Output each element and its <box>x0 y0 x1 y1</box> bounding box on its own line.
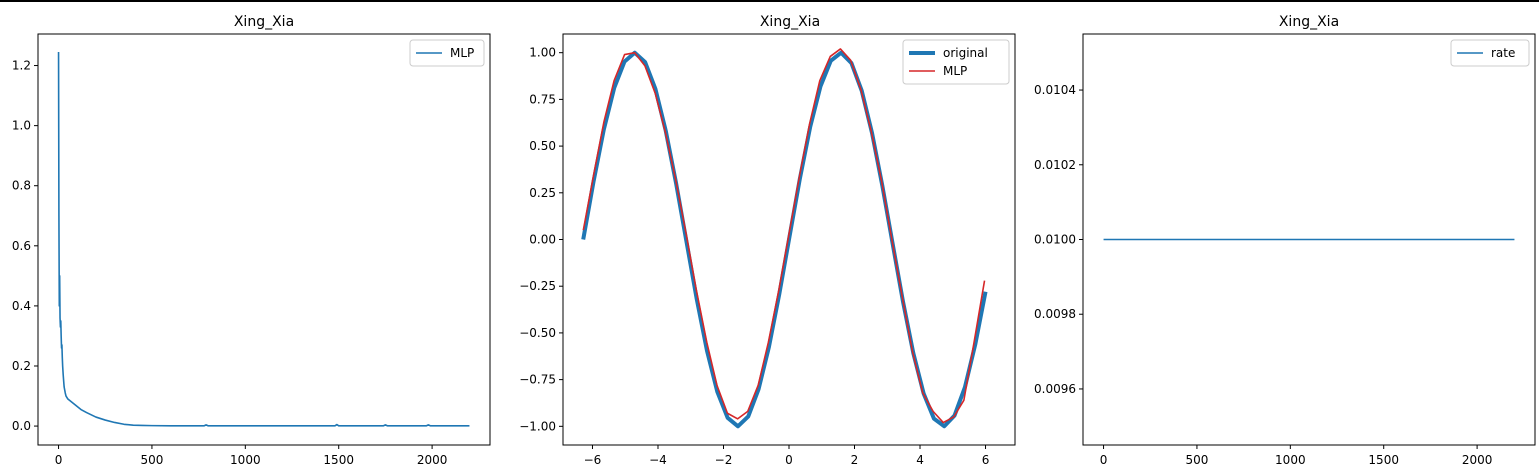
legend-box <box>1450 39 1530 67</box>
y-tick-label: −0.50 <box>519 326 556 340</box>
x-tick-label: −6 <box>584 453 602 467</box>
y-tick-label: −0.25 <box>519 279 556 293</box>
y-tick-label: 0.8 <box>12 179 31 193</box>
y-tick-label: 1.0 <box>12 119 31 133</box>
x-tick-label: 1000 <box>230 453 261 467</box>
x-tick-label: 1500 <box>323 453 354 467</box>
legend-label: original <box>943 46 988 60</box>
x-tick-label: 2 <box>851 453 859 467</box>
y-tick-label: 0.0 <box>12 419 31 433</box>
y-tick-label: 0.50 <box>529 139 556 153</box>
y-tick-label: 1.2 <box>12 59 31 73</box>
loss-chart: Xing_Xia 0 500 1000 1500 2000 0.0 0.2 0.4 0.6 0.8… <box>12 14 491 467</box>
x-tick-label: 0 <box>1100 453 1108 467</box>
x-tick-label: −4 <box>649 453 667 467</box>
y-tick-label: −1.00 <box>519 419 556 433</box>
x-tick-label: −2 <box>715 453 733 467</box>
series-line-original <box>581 50 988 429</box>
y-tick-label: −0.75 <box>519 373 556 387</box>
fit-chart: Xing_Xia −6 −4 −2 0 2 4 6 −1.00 −0.75 −0.50 −0.25 0… <box>519 14 1016 467</box>
y-tick-label: 1.00 <box>529 46 556 60</box>
y-tick-label: 0.0104 <box>1034 83 1076 97</box>
series-line-mlp <box>582 48 986 424</box>
x-tick-label: 500 <box>140 453 163 467</box>
y-tick-label: 0.0096 <box>1034 382 1076 396</box>
y-tick-label: 0.0102 <box>1034 158 1076 172</box>
y-tick-label: 0.4 <box>12 299 31 313</box>
y-tick-label: 0.00 <box>529 233 556 247</box>
x-tick-label: 2000 <box>1462 453 1493 467</box>
legend-label: MLP <box>943 64 967 78</box>
top-border <box>0 0 1539 2</box>
y-tick-label: 0.2 <box>12 359 31 373</box>
legend-label: rate <box>1491 46 1515 60</box>
x-tick-label: 0 <box>55 453 63 467</box>
series-line-mlp <box>57 52 470 427</box>
axes-frame <box>37 33 491 446</box>
y-tick-label: 0.0100 <box>1034 233 1076 247</box>
y-tick-label: 0.6 <box>12 239 31 253</box>
x-tick-label: 0 <box>785 453 793 467</box>
y-tick-label: 0.25 <box>529 186 556 200</box>
chart-title: Xing_Xia <box>760 14 820 30</box>
x-tick-label: 500 <box>1185 453 1208 467</box>
chart-title: Xing_Xia <box>234 14 294 30</box>
x-tick-label: 4 <box>916 453 924 467</box>
y-tick-label: 0.0098 <box>1034 307 1076 321</box>
y-tick-label: 0.75 <box>529 92 556 106</box>
x-tick-label: 1500 <box>1368 453 1399 467</box>
chart-title: Xing_Xia <box>1279 14 1339 30</box>
legend-label: MLP <box>450 46 474 60</box>
legend-box <box>409 39 485 67</box>
x-tick-label: 1000 <box>1275 453 1306 467</box>
x-tick-label: 6 <box>982 453 990 467</box>
x-tick-label: 2000 <box>417 453 448 467</box>
rate-chart: Xing_Xia 0 500 1000 1500 2000 0.0096 0.0098 0.0… <box>1034 14 1536 467</box>
